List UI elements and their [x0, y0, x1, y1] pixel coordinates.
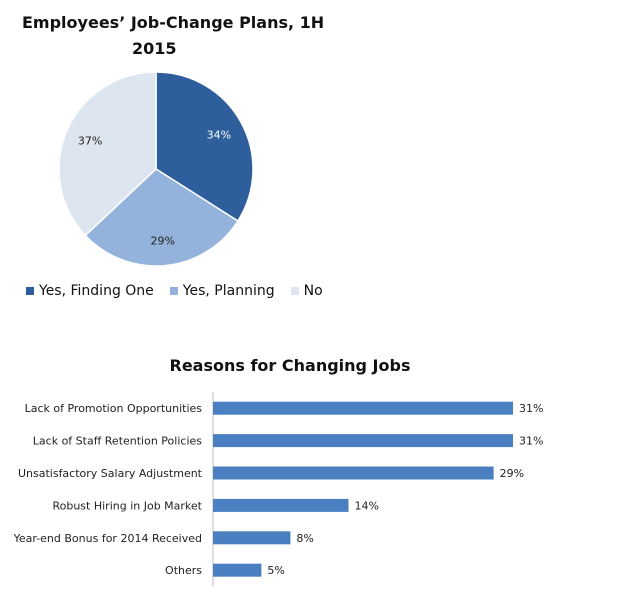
bar-category-label: Year-end Bonus for 2014 Received [13, 532, 202, 545]
bar-value-label: 5% [267, 564, 284, 577]
legend-item-yes-planning: Yes, Planning [169, 282, 275, 300]
pie-slice-no [58, 71, 157, 237]
legend-item-no: No [290, 282, 323, 300]
pie-slice-label: 29% [151, 234, 175, 247]
bar-value-label: 14% [354, 499, 378, 512]
legend-swatch [26, 287, 34, 295]
pie-title-line-2: 2015 [132, 39, 177, 58]
pie-slice-yes-planning [84, 168, 239, 267]
legend-label: Yes, Finding One [39, 283, 154, 299]
bar-category-label: Unsatisfactory Salary Adjustment [18, 467, 203, 480]
bar-chart-title: Reasons for Changing Jobs [169, 356, 411, 375]
pie-chart-title: Employees’ Job-Change Plans, 1H 2015 [22, 10, 324, 62]
legend-swatch [290, 287, 299, 295]
bar-others [213, 563, 262, 577]
bar-lack-of-promotion-opportunities [213, 401, 513, 415]
legend-label: No [303, 283, 323, 299]
bar-value-label: 31% [519, 435, 543, 448]
bar-category-label: Robust Hiring in Job Market [52, 499, 202, 512]
pie-chart: 34% 29% 37% [58, 71, 254, 267]
pie-slice-label: 37% [78, 134, 102, 147]
legend-item-yes-finding-one: Yes, Finding One [26, 282, 154, 300]
bar-category-label: Lack of Promotion Opportunities [25, 402, 203, 415]
pie-title-line-1: Employees’ Job-Change Plans, 1H [22, 13, 325, 32]
bar-year-end-bonus-for-2014-received [213, 531, 291, 545]
bar-unsatisfactory-salary-adjustment [213, 466, 494, 480]
bar-value-label: 29% [500, 467, 524, 480]
pie-slice-label: 34% [207, 128, 231, 141]
bar-category-label: Lack of Staff Retention Policies [33, 435, 202, 448]
bar-value-label: 31% [519, 402, 543, 415]
legend-label: Yes, Planning [182, 283, 275, 299]
bar-category-label: Others [165, 564, 202, 577]
pie-legend: Yes, Finding One Yes, Planning No [26, 282, 323, 300]
bar-value-label: 8% [296, 532, 313, 545]
bar-lack-of-staff-retention-policies [213, 434, 513, 448]
bar-robust-hiring-in-job-market [213, 498, 349, 512]
legend-swatch [169, 287, 178, 295]
